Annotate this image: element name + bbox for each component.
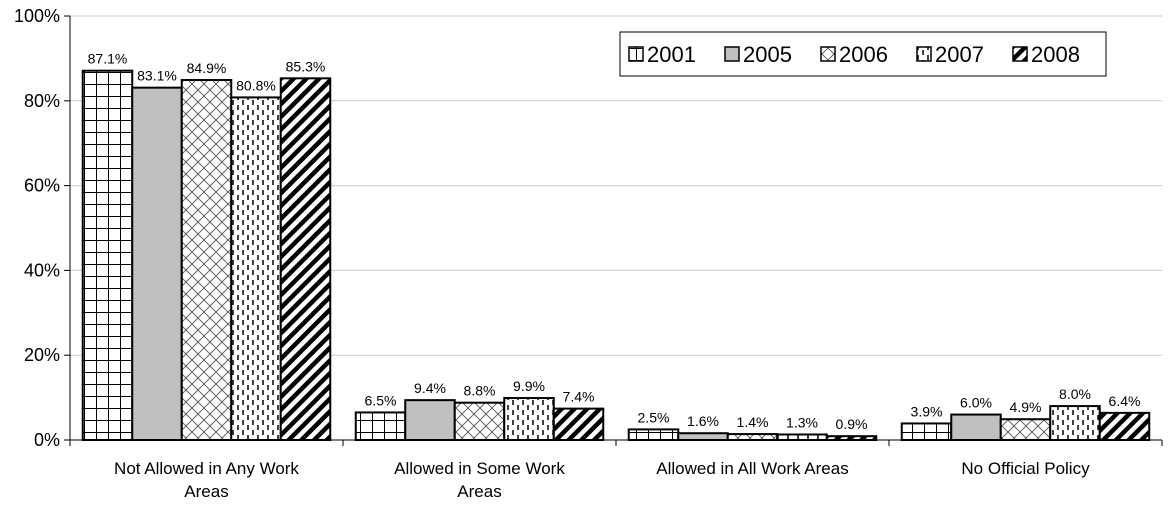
- data-label: 9.9%: [513, 378, 545, 394]
- y-tick-label: 0%: [34, 430, 60, 450]
- legend-label: 2007: [935, 42, 984, 67]
- bar-2007: [1049, 405, 1101, 441]
- legend-swatch-2005: [724, 46, 740, 62]
- category-label: No Official Policy: [961, 459, 1090, 478]
- category-label: Areas: [184, 482, 228, 501]
- data-label: 2.5%: [638, 409, 670, 425]
- legend-label: 2008: [1031, 42, 1080, 67]
- data-label: 1.3%: [786, 414, 818, 430]
- y-tick-label: 80%: [24, 91, 60, 111]
- y-tick-label: 20%: [24, 345, 60, 365]
- bar-2001: [81, 69, 134, 441]
- data-label: 84.9%: [187, 60, 227, 76]
- bar-2006: [999, 418, 1052, 441]
- legend-swatch-2007: [916, 46, 932, 62]
- bar-2006: [453, 401, 506, 441]
- bar-2006: [180, 79, 233, 442]
- bar-2007: [503, 397, 555, 441]
- bar-2001: [354, 411, 407, 442]
- category-label: Allowed in Some Work: [394, 459, 565, 478]
- bar-2005: [950, 413, 1002, 441]
- category-label: Allowed in All Work Areas: [656, 459, 848, 478]
- data-label: 4.9%: [1010, 399, 1042, 415]
- category-label: Not Allowed in Any Work: [114, 459, 299, 478]
- bar-2008: [1098, 411, 1151, 442]
- bar-2008: [279, 77, 332, 441]
- legend-label: 2006: [839, 42, 888, 67]
- y-tick-label: 60%: [24, 176, 60, 196]
- legend-swatch-2001: [628, 46, 644, 62]
- data-label: 1.6%: [687, 413, 719, 429]
- bar-2001: [900, 422, 953, 441]
- data-label: 8.0%: [1059, 386, 1091, 402]
- data-label: 83.1%: [137, 68, 177, 84]
- legend-swatch-2008: [1012, 46, 1028, 62]
- legend: 2001 2005 2006 2007 2008: [619, 31, 1107, 77]
- bar-2008: [552, 407, 605, 441]
- legend-label: 2001: [647, 42, 696, 67]
- category-label: Areas: [457, 482, 501, 501]
- data-label: 85.3%: [286, 58, 326, 74]
- data-label: 7.4%: [563, 389, 595, 405]
- data-label: 0.9%: [836, 416, 868, 432]
- bar-2007: [230, 96, 282, 442]
- data-label: 8.8%: [464, 383, 496, 399]
- bar-2006: [726, 433, 779, 441]
- y-tick-label: 40%: [24, 260, 60, 280]
- legend-swatch-2006: [820, 46, 836, 62]
- data-label: 87.1%: [88, 51, 128, 67]
- y-tick-label: 100%: [14, 6, 60, 26]
- data-label: 6.4%: [1109, 393, 1141, 409]
- bar-2005: [677, 432, 729, 442]
- data-label: 9.4%: [414, 380, 446, 396]
- data-label: 80.8%: [236, 77, 276, 93]
- bar-2007: [776, 433, 828, 442]
- legend-label: 2005: [743, 42, 792, 67]
- bar-2001: [627, 428, 680, 441]
- bar-2008: [825, 435, 878, 441]
- data-label: 6.5%: [365, 392, 397, 408]
- data-label: 3.9%: [911, 403, 943, 419]
- data-label: 6.0%: [960, 395, 992, 411]
- data-label: 1.4%: [737, 414, 769, 430]
- bar-2005: [131, 86, 183, 441]
- bars: [81, 69, 1151, 442]
- data-labels: 87.1% 83.1% 84.9% 80.8% 85.3% 6.5% 9.4% 8.8% 9.9…: [88, 51, 1141, 432]
- bar-2005: [404, 399, 456, 442]
